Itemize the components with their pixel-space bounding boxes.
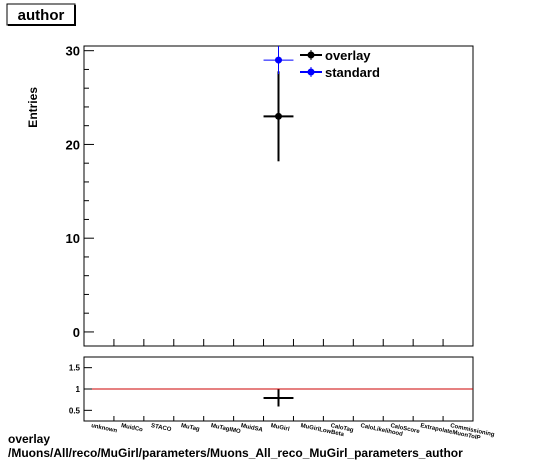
category-label: MuTagIMO bbox=[210, 423, 241, 435]
legend-label-overlay: overlay bbox=[325, 48, 371, 63]
overlay-point bbox=[263, 71, 294, 162]
legend-label-standard: standard bbox=[325, 65, 380, 80]
data-point-marker bbox=[275, 56, 282, 64]
category-label: STACO bbox=[150, 423, 172, 433]
y-axis-label: Entries bbox=[26, 87, 40, 128]
category-label: CaloTag bbox=[330, 423, 354, 434]
category-label: MuTag bbox=[180, 423, 200, 433]
caption-line-1: overlay bbox=[8, 432, 51, 446]
ratio-point bbox=[263, 389, 294, 407]
category-label: unknown bbox=[91, 423, 118, 434]
legend-marker-overlay bbox=[307, 51, 315, 59]
y-tick-label: 10 bbox=[66, 231, 80, 246]
ratio-y-tick-label: 1.5 bbox=[69, 364, 81, 373]
caption-line-2: /Muons/All/reco/MuGirl/parameters/Muons_… bbox=[8, 446, 463, 460]
legend-marker-standard bbox=[307, 68, 315, 76]
y-tick-label: 0 bbox=[73, 325, 80, 340]
data-point-marker bbox=[275, 112, 282, 120]
chart-title: author bbox=[18, 7, 65, 24]
y-tick-label: 30 bbox=[66, 44, 80, 59]
standard-point bbox=[263, 46, 294, 75]
ratio-y-tick-label: 1 bbox=[76, 385, 81, 394]
category-label: MuidCo bbox=[120, 423, 143, 434]
category-label: MuGirl bbox=[270, 423, 290, 433]
category-label: MuidSA bbox=[240, 423, 264, 434]
ratio-y-tick-label: 0.5 bbox=[69, 406, 81, 415]
y-tick-label: 20 bbox=[66, 137, 80, 152]
